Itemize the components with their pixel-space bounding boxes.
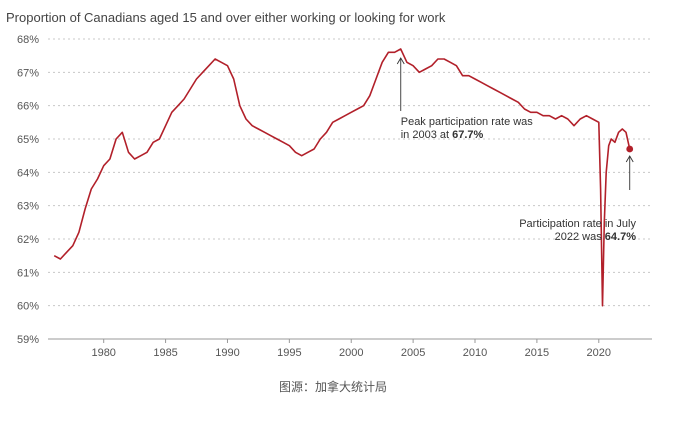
x-tick-label: 2010 bbox=[463, 347, 487, 359]
y-tick-label: 60% bbox=[17, 301, 39, 313]
y-tick-label: 65% bbox=[17, 134, 39, 146]
x-tick-label: 1985 bbox=[153, 347, 177, 359]
y-tick-label: 68% bbox=[17, 34, 39, 46]
y-tick-label: 66% bbox=[17, 101, 39, 113]
annotation-text-line2: in 2003 at 67.7% bbox=[401, 129, 484, 141]
latest-arrow-head bbox=[625, 155, 634, 163]
x-tick-label: 2005 bbox=[401, 347, 425, 359]
x-tick-label: 2015 bbox=[525, 347, 549, 359]
x-tick-label: 2020 bbox=[587, 347, 611, 359]
y-tick-label: 67% bbox=[17, 67, 39, 79]
source-note: 图源：加拿大统计局 bbox=[279, 379, 387, 394]
annotation-text-line1: Participation rate in July bbox=[519, 218, 636, 230]
peak-arrow-head bbox=[396, 57, 405, 65]
chart-title: Proportion of Canadians aged 15 and over… bbox=[6, 10, 446, 25]
x-tick-label: 1990 bbox=[215, 347, 239, 359]
x-tick-label: 2000 bbox=[339, 347, 363, 359]
annotation-text-line1: Peak participation rate was bbox=[401, 116, 534, 128]
y-tick-label: 59% bbox=[17, 334, 39, 346]
annotation-text-prefix: 2022 was bbox=[555, 231, 605, 243]
series-line bbox=[53, 48, 631, 307]
y-tick-label: 63% bbox=[17, 201, 39, 213]
x-tick-label: 1995 bbox=[277, 347, 301, 359]
annotation-text-line2: 2022 was 64.7% bbox=[555, 231, 637, 243]
annotation-value: 64.7% bbox=[605, 231, 636, 243]
x-tick-label: 1980 bbox=[91, 347, 115, 359]
annotation-text-prefix: in 2003 at bbox=[401, 129, 452, 141]
y-tick-label: 61% bbox=[17, 267, 39, 279]
y-tick-label: 64% bbox=[17, 167, 39, 179]
latest-value-dot bbox=[626, 145, 634, 153]
annotation-value: 67.7% bbox=[452, 129, 483, 141]
y-tick-label: 62% bbox=[17, 234, 39, 246]
